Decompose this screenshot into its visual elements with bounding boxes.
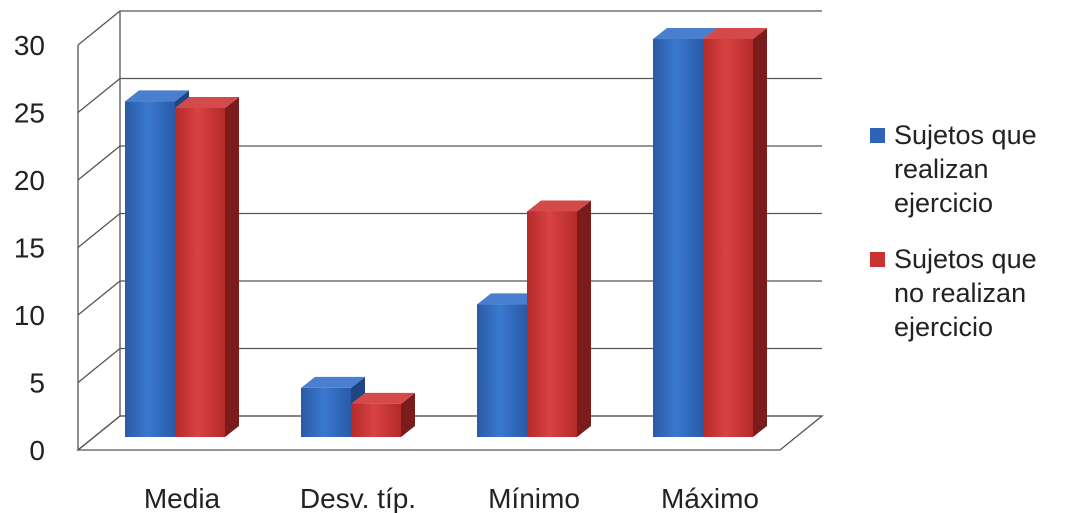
bar <box>301 376 365 437</box>
bar <box>527 200 591 437</box>
bar-top <box>527 200 591 212</box>
bar-front <box>125 101 175 437</box>
bar-top <box>351 392 415 404</box>
bar <box>703 28 767 437</box>
chart-bars <box>125 28 767 437</box>
legend-swatch-red <box>870 252 885 267</box>
gridline-depth <box>77 10 121 46</box>
x-category-label: Media <box>144 483 221 513</box>
bar-side <box>225 96 239 437</box>
y-tick-label: 20 <box>14 165 45 196</box>
bar-top <box>175 96 239 108</box>
bar-top <box>703 28 767 39</box>
gridline-depth <box>77 77 121 114</box>
bar-side <box>577 200 591 437</box>
legend-label: Sujetos que realizan ejercicio <box>894 120 1037 218</box>
bar-top <box>125 90 189 102</box>
bar-front <box>527 211 577 437</box>
chart-floor <box>76 415 824 451</box>
bar-front <box>477 304 527 437</box>
y-tick-label: 15 <box>14 233 45 264</box>
gridline-depth <box>77 212 121 249</box>
y-axis-ticks: 0 5 10 15 20 25 30 <box>14 30 45 466</box>
bar-top <box>653 28 717 39</box>
y-tick-label: 30 <box>14 30 45 61</box>
bar-top <box>301 376 365 388</box>
bar-side <box>401 392 415 437</box>
bar-side <box>753 28 767 437</box>
y-tick-label: 25 <box>14 98 45 129</box>
x-category-label: Desv. típ. <box>300 483 416 513</box>
legend-item-series-1: Sujetos que realizan ejercicio <box>870 118 1065 220</box>
legend-swatch-blue <box>870 128 885 143</box>
x-category-label: Máximo <box>661 483 759 513</box>
bar-top <box>477 293 541 305</box>
bar <box>351 392 415 437</box>
bar-front <box>351 403 401 437</box>
bar-front <box>653 39 703 437</box>
gridline-depth <box>77 347 121 384</box>
bar-front <box>175 107 225 437</box>
gridline-depth <box>77 280 121 316</box>
y-tick-label: 0 <box>29 435 45 466</box>
x-axis-categories: Media Desv. típ. Mínimo Máximo <box>144 483 759 513</box>
bar <box>175 96 239 437</box>
chart-legend: Sujetos que realizan ejercicio Sujetos q… <box>870 118 1065 366</box>
bar-front <box>703 39 753 437</box>
y-tick-label: 10 <box>14 300 45 331</box>
legend-item-series-2: Sujetos que no realizan ejercicio <box>870 242 1065 344</box>
legend-label: Sujetos que no realizan ejercicio <box>894 244 1037 342</box>
bar-front <box>301 387 351 437</box>
x-category-label: Mínimo <box>488 483 580 513</box>
gridline-depth <box>77 145 121 181</box>
y-tick-label: 5 <box>29 368 45 399</box>
